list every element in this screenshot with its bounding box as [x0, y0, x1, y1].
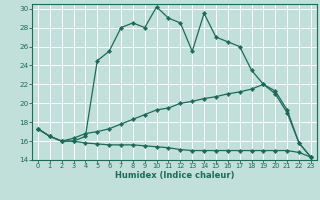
X-axis label: Humidex (Indice chaleur): Humidex (Indice chaleur): [115, 171, 234, 180]
